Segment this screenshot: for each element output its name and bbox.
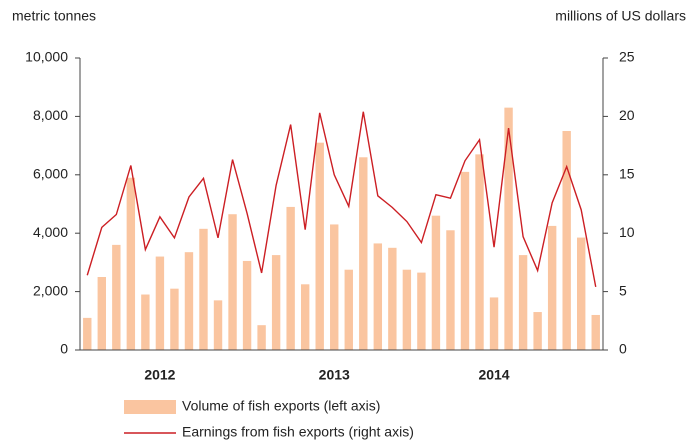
bar	[402, 269, 412, 350]
bar	[112, 244, 121, 350]
bar	[504, 107, 513, 350]
bar	[591, 314, 600, 350]
bar	[577, 237, 586, 350]
bar	[562, 131, 571, 350]
y-tick-label: 6,000	[33, 166, 68, 182]
bar	[97, 277, 106, 350]
y-tick-label: 8,000	[33, 107, 68, 123]
bar	[344, 269, 353, 350]
y-tick-label: 2,000	[33, 282, 68, 298]
bar	[228, 214, 237, 350]
bar	[271, 255, 281, 350]
bar	[431, 215, 441, 350]
bar	[446, 230, 455, 350]
legend-swatch	[124, 400, 176, 414]
bar	[286, 206, 295, 350]
bar	[170, 288, 179, 350]
bar	[475, 154, 484, 350]
y2-tick-label: 25	[619, 49, 635, 65]
bar	[533, 312, 542, 350]
bar	[141, 294, 150, 350]
y2-tick-label: 10	[619, 224, 635, 240]
bar	[330, 224, 339, 350]
x-tick-label: 2013	[319, 367, 350, 383]
legend-label: Volume of fish exports (left axis)	[182, 398, 380, 414]
y-axis-title: metric tonnes	[12, 8, 96, 24]
bar	[83, 317, 92, 350]
x-tick-label: 2014	[478, 367, 509, 383]
bar	[388, 247, 397, 350]
x-tick-label: 2012	[144, 367, 175, 383]
bar	[417, 272, 426, 350]
y-tick-label: 4,000	[33, 224, 68, 240]
y2-tick-label: 15	[619, 166, 635, 182]
bar	[155, 256, 165, 350]
y-tick-label: 0	[60, 341, 68, 357]
bar	[300, 284, 310, 350]
bar	[547, 225, 557, 350]
bar	[373, 243, 383, 350]
bar	[213, 300, 223, 350]
line	[86, 111, 597, 288]
bar	[460, 171, 470, 350]
bar	[184, 252, 194, 350]
bar	[257, 325, 266, 350]
legend-label: Earnings from fish exports (right axis)	[182, 424, 414, 440]
bar	[518, 255, 528, 350]
bar	[489, 297, 499, 350]
bar	[199, 228, 208, 350]
y2-tick-label: 20	[619, 107, 635, 123]
bar	[126, 177, 136, 350]
y2-tick-label: 0	[619, 341, 627, 357]
bar	[315, 142, 324, 350]
bar	[359, 157, 368, 350]
y2-axis-title: millions of US dollars	[555, 8, 686, 24]
bar	[242, 260, 252, 350]
y-tick-label: 10,000	[25, 49, 68, 65]
y2-tick-label: 5	[619, 282, 627, 298]
